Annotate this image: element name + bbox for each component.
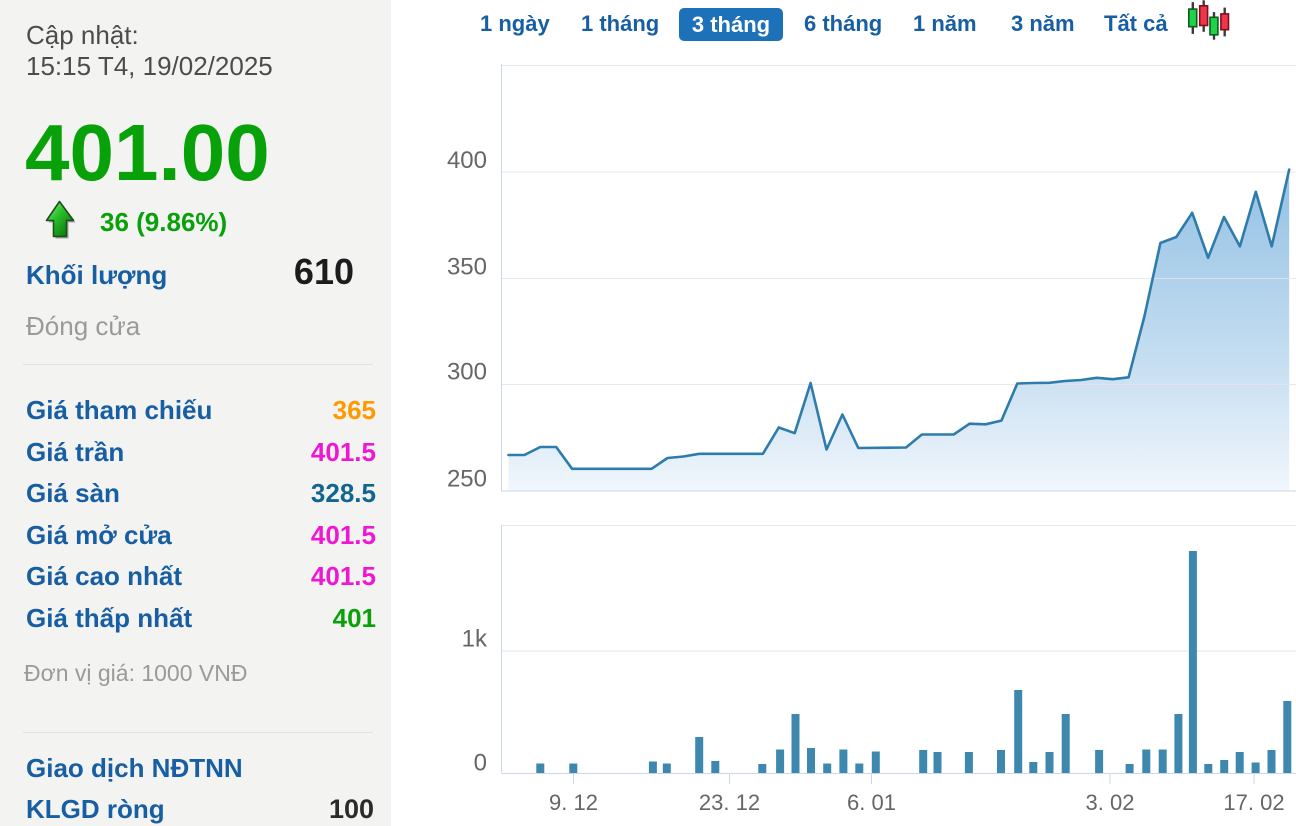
svg-text:250: 250 xyxy=(447,466,487,493)
svg-text:300: 300 xyxy=(447,359,487,386)
svg-text:400: 400 xyxy=(447,147,487,174)
svg-text:23. 12: 23. 12 xyxy=(699,790,760,815)
svg-text:9. 12: 9. 12 xyxy=(549,790,598,815)
svg-text:3. 02: 3. 02 xyxy=(1086,790,1135,815)
svg-text:1k: 1k xyxy=(462,626,488,653)
svg-text:6. 01: 6. 01 xyxy=(847,790,896,815)
svg-text:350: 350 xyxy=(447,254,487,281)
svg-text:0: 0 xyxy=(474,750,487,777)
svg-text:17. 02: 17. 02 xyxy=(1223,790,1284,815)
